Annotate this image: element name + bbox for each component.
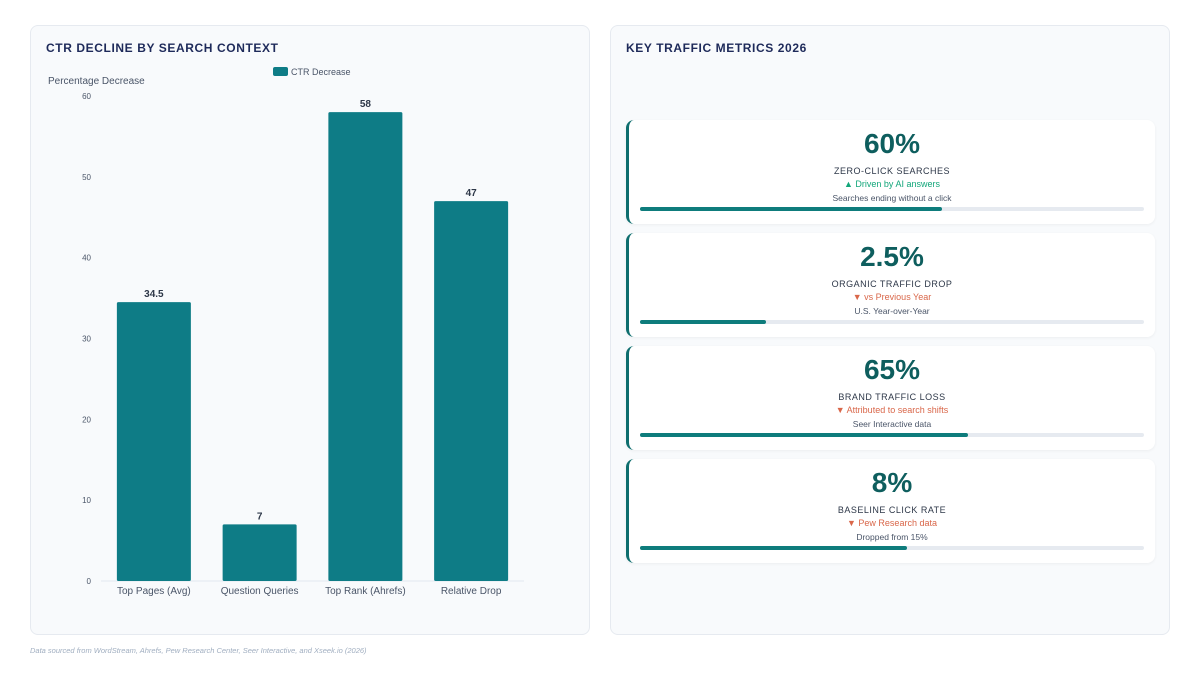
- metric-progress-fill: [640, 546, 908, 550]
- x-tick-label: Top Pages (Avg): [117, 586, 191, 597]
- bar: [222, 524, 297, 581]
- metric-value: 60%: [863, 128, 921, 159]
- bar-value-label: 58: [360, 99, 372, 110]
- y-tick-label: 40: [82, 254, 91, 263]
- metric-label: ORGANIC TRAFFIC DROP: [831, 279, 953, 289]
- ctr-bar-chart: CTR Decrease Percentage Decrease 0 10 20 30 40…: [48, 67, 524, 597]
- y-axis-title: Percentage Decrease: [48, 76, 145, 87]
- bar-value-label: 47: [466, 188, 478, 199]
- metric-label: BASELINE CLICK RATE: [837, 505, 947, 515]
- x-tick-label: Top Rank (Ahrefs): [325, 586, 406, 597]
- metric-card-organic-drop: 2.5% ORGANIC TRAFFIC DROP ▼ vs Previous …: [626, 233, 1155, 337]
- metric-progress-fill: [640, 433, 968, 437]
- x-tick-label: Question Queries: [221, 586, 299, 597]
- metric-description: Dropped from 15%: [856, 532, 928, 542]
- chart-panel-title: CTR DECLINE BY SEARCH CONTEXT: [46, 41, 279, 55]
- metric-card-brand-loss: 65% BRAND TRAFFIC LOSS ▼ Attributed to s…: [626, 346, 1155, 450]
- y-tick-label: 20: [82, 415, 91, 424]
- y-tick-label: 50: [82, 173, 91, 182]
- legend-label: CTR Decrease: [291, 67, 351, 77]
- bar: [434, 201, 509, 582]
- metric-description: Searches ending without a click: [832, 193, 952, 203]
- ctr-chart-panel: CTR DECLINE BY SEARCH CONTEXT CTR Decrea…: [30, 25, 590, 635]
- metric-progress-track: [640, 207, 1144, 211]
- metric-value: 65%: [863, 354, 921, 385]
- metric-progress-track: [640, 433, 1144, 437]
- metric-label: BRAND TRAFFIC LOSS: [838, 392, 946, 402]
- metric-trend: ▲ Driven by AI answers: [844, 179, 940, 189]
- metrics-panel: KEY TRAFFIC METRICS 2026 60% ZERO-CLICK …: [610, 25, 1170, 635]
- metric-description: Seer Interactive data: [852, 419, 932, 429]
- y-tick-label: 10: [82, 496, 91, 505]
- y-tick-label: 30: [82, 335, 91, 344]
- source-footnote: Data sourced from WordStream, Ahrefs, Pe…: [30, 646, 367, 655]
- bar-value-label: 34.5: [144, 289, 164, 300]
- legend-swatch: [273, 67, 288, 76]
- metric-value: 8%: [871, 467, 913, 498]
- metric-trend: ▼ Attributed to search shifts: [835, 405, 949, 415]
- bar: [116, 302, 191, 581]
- metric-label: ZERO-CLICK SEARCHES: [833, 166, 951, 176]
- metrics-panel-title: KEY TRAFFIC METRICS 2026: [626, 41, 807, 55]
- metric-trend: ▼ Pew Research data: [847, 518, 937, 528]
- x-tick-label: Relative Drop: [441, 586, 502, 597]
- metric-progress-fill: [640, 207, 943, 211]
- metric-progress-track: [640, 546, 1144, 550]
- y-tick-label: 60: [82, 92, 91, 101]
- y-tick-label: 0: [87, 577, 92, 586]
- metric-card-baseline-ctr: 8% BASELINE CLICK RATE ▼ Pew Research da…: [626, 459, 1155, 563]
- metric-card-zero-click: 60% ZERO-CLICK SEARCHES ▲ Driven by AI a…: [626, 120, 1155, 224]
- metric-progress-track: [640, 320, 1144, 324]
- metric-value: 2.5%: [860, 241, 924, 272]
- metric-progress-fill: [640, 320, 766, 324]
- bar-value-label: 7: [257, 511, 263, 522]
- metric-description: U.S. Year-over-Year: [854, 306, 930, 316]
- bar: [328, 112, 403, 582]
- metric-trend: ▼ vs Previous Year: [852, 292, 932, 302]
